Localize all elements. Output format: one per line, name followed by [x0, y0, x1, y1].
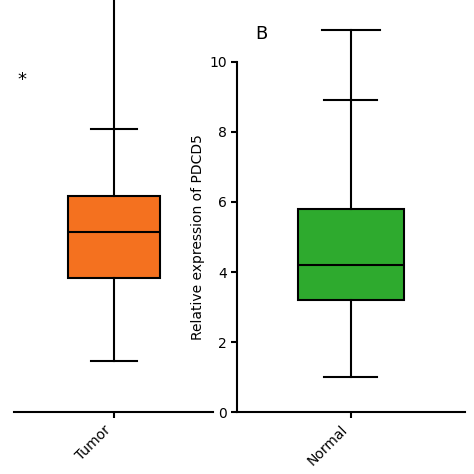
PathPatch shape — [67, 196, 160, 278]
Text: B: B — [255, 25, 267, 43]
PathPatch shape — [298, 209, 403, 300]
Y-axis label: Relative expression of PDCD5: Relative expression of PDCD5 — [191, 134, 205, 340]
Text: *: * — [17, 71, 26, 89]
